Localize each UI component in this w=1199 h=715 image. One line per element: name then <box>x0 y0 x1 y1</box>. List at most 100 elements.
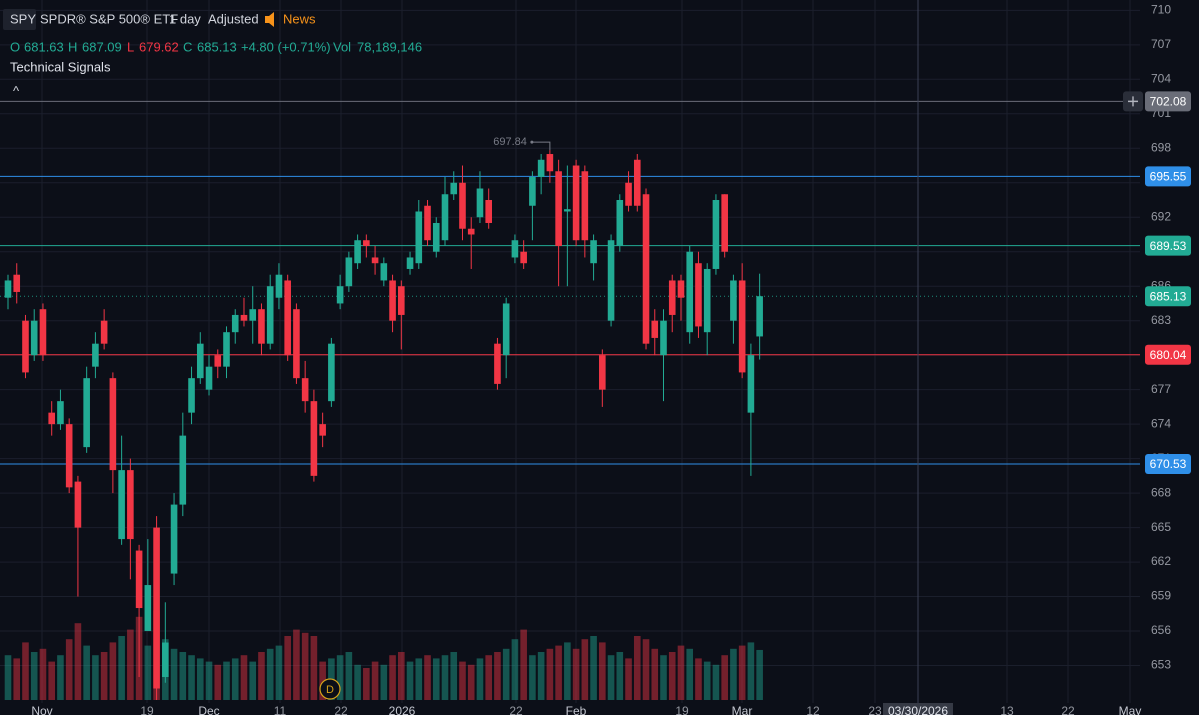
volume-bar <box>572 648 580 700</box>
event-marker-label[interactable]: D <box>326 684 334 696</box>
price-label-box <box>1145 91 1191 112</box>
candle-body <box>363 240 370 246</box>
candle-body <box>625 182 632 206</box>
volume-value: 78,189,146 <box>357 39 422 54</box>
candle-body <box>179 435 187 505</box>
x-tick-label: Feb <box>566 704 587 715</box>
volume-bar <box>721 655 728 700</box>
volume-bar <box>686 648 694 700</box>
price-label: 695.55 <box>1150 170 1187 184</box>
y-tick-label: 665 <box>1151 520 1171 534</box>
volume-bar <box>432 658 440 700</box>
volume-bar <box>459 661 466 700</box>
volume-bar <box>424 655 431 700</box>
volume-bar <box>100 652 108 700</box>
interval[interactable]: 1 day <box>169 11 201 26</box>
volume-bar <box>118 636 125 700</box>
volume-bar <box>415 658 423 700</box>
candle-body <box>328 343 335 402</box>
volume-bar <box>266 648 274 700</box>
indicator-name[interactable]: Technical Signals <box>10 59 111 74</box>
volume-bar <box>354 664 361 700</box>
low-value: 679.62 <box>139 39 179 54</box>
candle-body <box>599 355 606 390</box>
volume-bar <box>389 655 396 700</box>
news[interactable]: News <box>283 11 316 26</box>
candle-body <box>660 320 667 356</box>
collapse-toggle[interactable]: ^ <box>13 83 20 98</box>
open-label: O <box>10 39 20 54</box>
news-icon[interactable] <box>265 12 274 27</box>
volume-bar <box>406 661 414 700</box>
candle-body <box>450 182 458 195</box>
volume-bar <box>677 645 685 700</box>
volume-bar <box>196 658 204 700</box>
volume-bar <box>756 649 763 700</box>
volume-bar <box>616 652 624 700</box>
volume-bar <box>127 629 134 700</box>
x-tick-label: 22 <box>334 704 348 715</box>
candle-body <box>118 470 125 540</box>
add-alert-icon[interactable] <box>1128 96 1138 107</box>
candle-body <box>240 314 248 321</box>
candle-body <box>336 286 344 304</box>
volume-bar <box>293 629 300 700</box>
x-tick-label: 2026 <box>389 704 416 715</box>
candle-body <box>258 309 265 344</box>
crosshair-label-box <box>883 703 953 715</box>
high-annotation: 697.84 <box>493 136 527 148</box>
candle-body <box>607 240 615 321</box>
candle-body <box>546 154 554 172</box>
volume-bar <box>703 661 711 700</box>
volume-bar <box>205 661 213 700</box>
candle-body <box>747 355 755 413</box>
price-label-box <box>1145 235 1191 256</box>
volume-bar <box>633 636 641 700</box>
volume-bar <box>65 639 73 700</box>
candle-body <box>354 240 361 264</box>
candle-body <box>389 280 396 321</box>
volume-bar <box>188 655 195 700</box>
volume-bar <box>494 652 501 700</box>
y-tick-label: 683 <box>1151 313 1171 327</box>
volume-bar <box>83 645 90 700</box>
candle-body <box>616 200 624 246</box>
volume-bar <box>179 652 187 700</box>
volume-pane <box>4 610 763 700</box>
price-label: 670.53 <box>1150 457 1187 471</box>
volume-bar <box>467 664 475 700</box>
volume-bar <box>511 639 519 700</box>
volume-bar <box>258 652 265 700</box>
candle-body <box>153 527 160 689</box>
x-tick-label: 12 <box>806 704 820 715</box>
volume-bar <box>537 652 545 700</box>
candle-body <box>738 280 746 373</box>
price-label: 680.04 <box>1150 348 1187 362</box>
candle-body <box>13 274 21 292</box>
price-label-box <box>1145 344 1191 365</box>
price-label: 689.53 <box>1150 239 1187 253</box>
y-tick-label: 653 <box>1151 658 1171 672</box>
y-tick-label: 710 <box>1151 3 1171 17</box>
volume-bar <box>485 655 492 700</box>
candle-body <box>406 257 414 269</box>
price-label-box <box>1145 286 1191 307</box>
candle-body <box>144 585 152 632</box>
event-marker[interactable] <box>319 678 341 700</box>
volume-bar <box>607 655 615 700</box>
volume-bar <box>223 661 230 700</box>
candle-body <box>266 286 274 344</box>
symbol[interactable]: SPY <box>10 11 36 26</box>
volume-bar <box>310 636 318 700</box>
candle-body <box>485 200 492 223</box>
volume-bar <box>371 661 379 700</box>
high-label: H <box>68 39 77 54</box>
candle-body <box>590 240 597 264</box>
candle-body <box>721 194 728 252</box>
volume-bar <box>363 668 370 700</box>
symbol-box[interactable] <box>3 9 36 30</box>
price-label-box <box>1145 166 1191 187</box>
candle-body <box>467 228 475 235</box>
x-tick-label: Mar <box>732 704 753 715</box>
adjustment[interactable]: Adjusted <box>208 11 259 26</box>
